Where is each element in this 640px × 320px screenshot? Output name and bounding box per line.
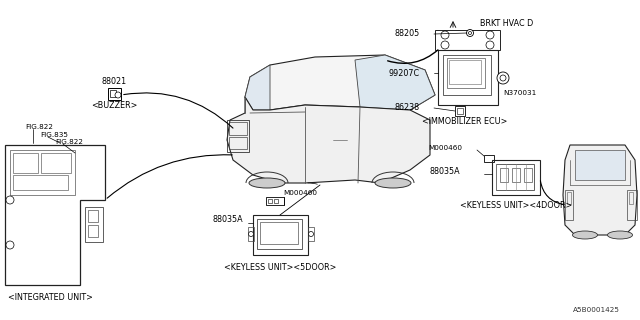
- Ellipse shape: [249, 178, 285, 188]
- Text: BRKT HVAC D: BRKT HVAC D: [480, 19, 533, 28]
- Bar: [10, 150, 75, 195]
- Bar: [13, 175, 68, 190]
- Bar: [229, 137, 247, 149]
- Text: <BUZZER>: <BUZZER>: [91, 101, 137, 110]
- Bar: [449, 60, 481, 84]
- Bar: [85, 207, 103, 242]
- Bar: [308, 227, 314, 241]
- Circle shape: [6, 241, 14, 249]
- Bar: [496, 164, 534, 190]
- Bar: [629, 192, 633, 204]
- Bar: [457, 108, 463, 114]
- Text: M000460: M000460: [428, 145, 462, 151]
- Text: N370031: N370031: [503, 90, 536, 96]
- Text: FIG.822: FIG.822: [25, 124, 53, 130]
- Bar: [110, 90, 116, 97]
- Text: <IMMOBILIZER ECU>: <IMMOBILIZER ECU>: [422, 116, 508, 125]
- Bar: [455, 106, 465, 116]
- Text: <INTEGRATED UNIT>: <INTEGRATED UNIT>: [8, 292, 92, 301]
- Circle shape: [486, 31, 494, 39]
- Text: 88035A: 88035A: [429, 167, 460, 177]
- Bar: [492, 160, 540, 195]
- Text: <KEYLESS UNIT><4DOOR>: <KEYLESS UNIT><4DOOR>: [460, 202, 572, 211]
- Bar: [500, 168, 508, 182]
- Polygon shape: [355, 55, 435, 110]
- Polygon shape: [5, 145, 105, 285]
- Text: 99207C: 99207C: [389, 68, 420, 77]
- Bar: [575, 150, 625, 180]
- Text: 86238: 86238: [395, 103, 420, 113]
- Circle shape: [6, 196, 14, 204]
- Circle shape: [500, 75, 506, 81]
- Text: FIG.835: FIG.835: [40, 132, 68, 138]
- Bar: [567, 192, 571, 204]
- Bar: [260, 222, 298, 244]
- Bar: [443, 55, 491, 95]
- Circle shape: [308, 231, 314, 236]
- Circle shape: [497, 72, 509, 84]
- Bar: [229, 122, 247, 135]
- Text: 88021: 88021: [101, 77, 127, 86]
- Circle shape: [441, 41, 449, 49]
- Bar: [88, 225, 98, 237]
- Text: M000460: M000460: [283, 190, 317, 196]
- Text: A5B0001425: A5B0001425: [573, 307, 620, 313]
- Bar: [88, 210, 98, 222]
- Circle shape: [486, 41, 494, 49]
- Bar: [257, 219, 302, 249]
- Circle shape: [248, 231, 253, 236]
- Bar: [274, 199, 278, 203]
- Polygon shape: [245, 65, 270, 110]
- Ellipse shape: [375, 178, 411, 188]
- Circle shape: [467, 29, 474, 36]
- Bar: [435, 30, 500, 50]
- Circle shape: [468, 31, 472, 35]
- Text: FIG.822: FIG.822: [55, 139, 83, 145]
- Bar: [266, 197, 284, 205]
- Bar: [13, 153, 38, 173]
- Bar: [512, 168, 520, 182]
- Bar: [447, 58, 485, 88]
- Bar: [565, 190, 573, 220]
- Text: 88205: 88205: [395, 29, 420, 38]
- Bar: [227, 120, 249, 152]
- Polygon shape: [563, 145, 637, 235]
- Bar: [41, 153, 71, 173]
- Bar: [108, 88, 121, 100]
- Bar: [627, 190, 637, 220]
- Circle shape: [115, 92, 121, 98]
- Text: 88035A: 88035A: [212, 215, 243, 225]
- Bar: [268, 199, 272, 203]
- Bar: [253, 215, 308, 255]
- Polygon shape: [245, 55, 435, 110]
- Bar: [484, 155, 494, 162]
- Polygon shape: [227, 97, 430, 183]
- Ellipse shape: [607, 231, 632, 239]
- Bar: [524, 168, 532, 182]
- Bar: [248, 227, 254, 241]
- Ellipse shape: [573, 231, 598, 239]
- Text: <KEYLESS UNIT><5DOOR>: <KEYLESS UNIT><5DOOR>: [224, 262, 336, 271]
- Circle shape: [441, 31, 449, 39]
- Bar: [438, 50, 498, 105]
